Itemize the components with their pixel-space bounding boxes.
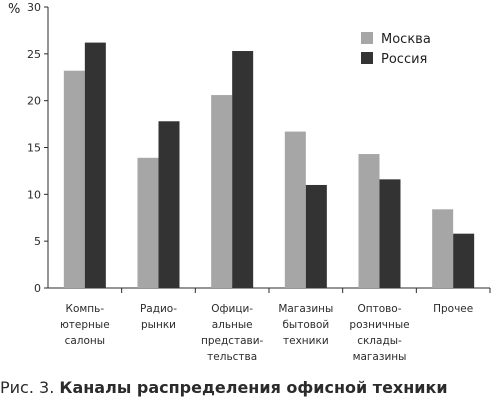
bar-russia	[305, 184, 327, 288]
category-label: Магазины бытовой техники	[278, 303, 333, 347]
bar-moscow	[137, 157, 159, 288]
category-label: Прочее	[433, 303, 473, 315]
y-unit-label: %	[8, 2, 20, 17]
category-labels: Компь-ютерные салоны Радио-рынки Офици-альн…	[60, 303, 473, 363]
category-label: Офици-альные представи-тельства	[201, 303, 264, 363]
bar-moscow	[284, 131, 306, 288]
bar-russia	[84, 42, 106, 288]
y-tick-label: 0	[34, 282, 41, 295]
bar-moscow	[211, 95, 233, 289]
y-tick-label: 5	[34, 235, 41, 248]
bar-russia	[232, 51, 254, 289]
y-tick-label: 10	[27, 188, 41, 201]
legend: Москва Россия	[361, 32, 431, 67]
figure-caption: Рис. 3. Каналы распределения офисной тех…	[0, 378, 448, 397]
caption-prefix: Рис. 3.	[0, 378, 55, 397]
y-axis: 0 5 10 15 20 25 30	[27, 1, 49, 295]
caption-title: Каналы распределения офисной техники	[59, 378, 448, 397]
x-axis	[48, 287, 491, 293]
y-tick-label: 15	[27, 142, 41, 155]
bars	[63, 42, 475, 289]
bar-moscow	[63, 70, 85, 289]
legend-swatch	[361, 32, 373, 44]
legend-label: Москва	[381, 32, 431, 47]
bar-russia	[379, 179, 401, 288]
y-tick-label: 20	[27, 95, 41, 108]
y-tick-label: 30	[27, 1, 41, 14]
category-label: Компь-ютерные салоны	[60, 303, 110, 347]
category-label: Оптово-розничные склады-магазины	[349, 303, 409, 363]
bar-russia	[453, 233, 475, 288]
legend-label: Россия	[381, 52, 427, 67]
category-label: Радио-рынки	[140, 303, 177, 331]
bar-russia	[158, 121, 180, 288]
bar-moscow	[432, 209, 454, 288]
bar-chart: 0 5 10 15 20 25 30 Компь-ютерные салоны Радио-ры…	[8, 1, 491, 363]
y-tick-label: 25	[27, 48, 41, 61]
legend-swatch	[361, 52, 373, 64]
bar-moscow	[358, 154, 380, 288]
